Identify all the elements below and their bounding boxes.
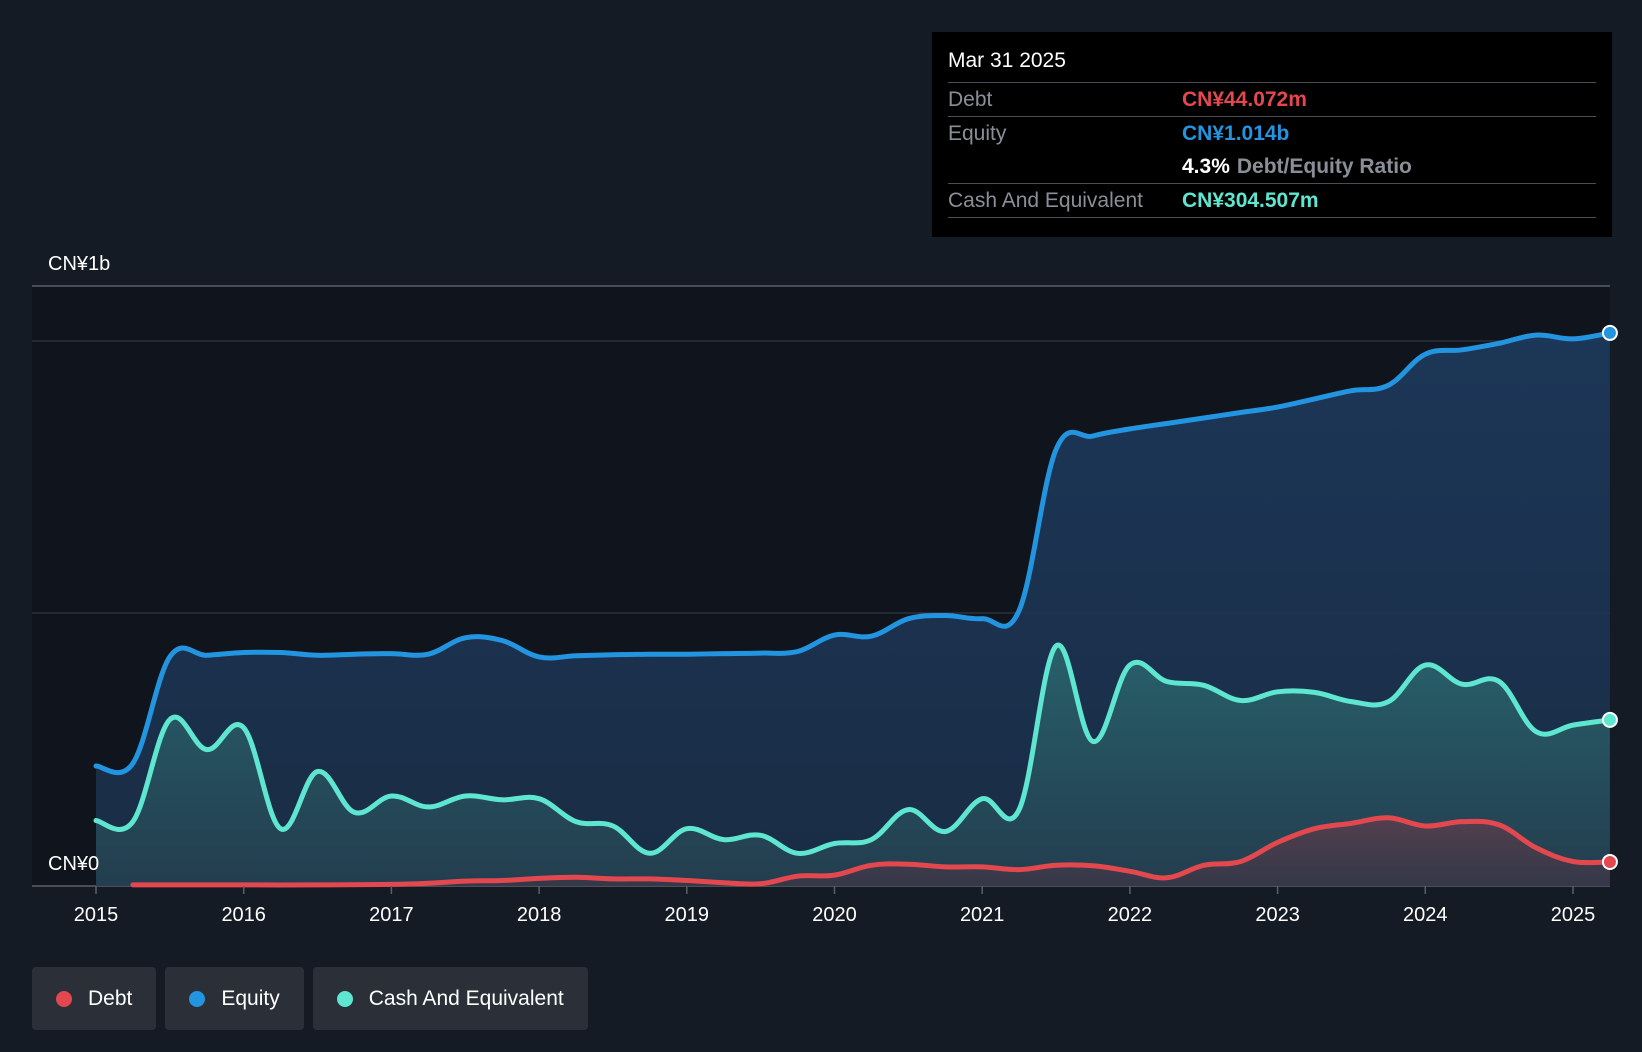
x-tick-label: 2024 xyxy=(1403,904,1448,926)
cash-endpoint-marker[interactable] xyxy=(1601,711,1618,728)
cash-area xyxy=(96,644,1610,886)
y-label-top: CN¥1b xyxy=(48,253,110,275)
legend-equity-label: Equity xyxy=(221,986,280,1010)
cash-dot-icon xyxy=(336,990,353,1007)
x-tick-label: 2015 xyxy=(74,904,119,926)
x-tick-label: 2021 xyxy=(960,904,1005,926)
tooltip-cash-label: Cash And Equivalent xyxy=(948,188,1143,212)
tooltip-equity-label: Equity xyxy=(948,121,1007,145)
legend-cash-label: Cash And Equivalent xyxy=(368,986,564,1010)
tooltip-ratio-row: 4.3% Debt/Equity Ratio xyxy=(948,150,1596,184)
debt-area xyxy=(132,817,1610,886)
debt-line xyxy=(130,815,1613,888)
legend-item-equity[interactable]: Equity xyxy=(165,967,304,1030)
legend-item-debt[interactable]: Debt xyxy=(32,967,157,1030)
x-tick-label: 2016 xyxy=(221,904,266,926)
tooltip-cash-row: Cash And Equivalent CN¥304.507m xyxy=(948,184,1596,218)
debt-dot-icon xyxy=(56,990,72,1007)
tooltip-cash-value: CN¥304.507m xyxy=(1182,188,1319,212)
equity-line xyxy=(93,330,1613,776)
equity-endpoint-marker[interactable] xyxy=(1601,324,1618,341)
tooltip-debt-value: CN¥44.072m xyxy=(1182,87,1307,111)
x-tick-label: 2023 xyxy=(1255,904,1300,926)
y-label-bottom: CN¥0 xyxy=(48,853,99,875)
tooltip: Mar 31 2025 Debt CN¥44.072m Equity CN¥1.… xyxy=(932,32,1612,237)
tooltip-ratio-value: 4.3% xyxy=(1182,154,1230,178)
legend: Debt Equity Cash And Equivalent xyxy=(32,967,588,1030)
tooltip-debt-row: Debt CN¥44.072m xyxy=(948,83,1596,117)
legend-item-cash[interactable]: Cash And Equivalent xyxy=(312,967,588,1030)
debt-endpoint-marker[interactable] xyxy=(1601,853,1618,870)
cash-line xyxy=(93,642,1613,856)
x-tick-label: 2022 xyxy=(1108,904,1153,926)
x-tick-label: 2017 xyxy=(369,904,414,926)
x-tick-label: 2018 xyxy=(517,904,562,926)
tooltip-ratio-label: Debt/Equity Ratio xyxy=(1236,154,1412,178)
x-tick-label: 2020 xyxy=(812,904,857,926)
tooltip-equity-value: CN¥1.014b xyxy=(1182,121,1290,145)
tooltip-date: Mar 31 2025 xyxy=(948,46,1596,83)
tooltip-debt-label: Debt xyxy=(948,87,993,111)
tooltip-equity-row: Equity CN¥1.014b xyxy=(948,117,1596,150)
legend-debt-label: Debt xyxy=(88,986,133,1010)
equity-dot-icon xyxy=(189,990,206,1007)
x-tick-label: 2019 xyxy=(665,904,710,926)
x-tick-label: 2025 xyxy=(1551,904,1596,926)
